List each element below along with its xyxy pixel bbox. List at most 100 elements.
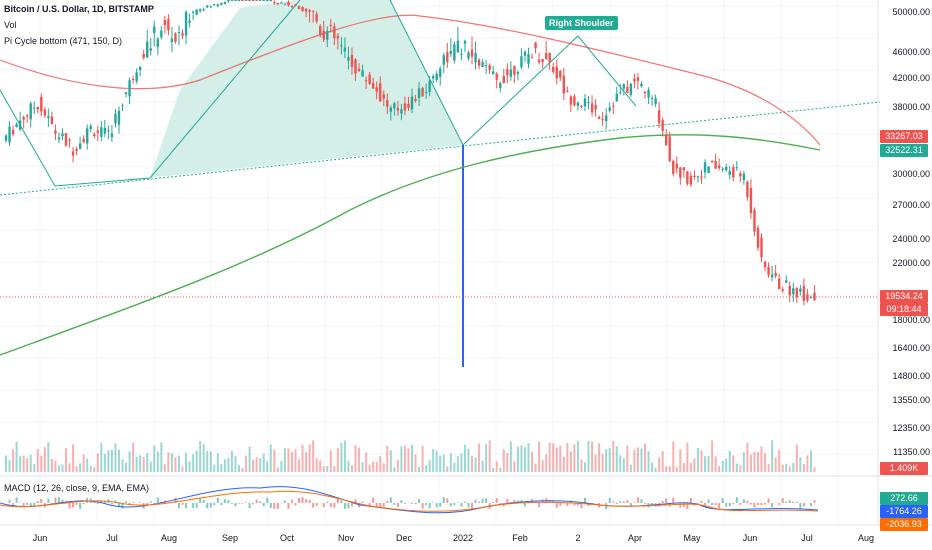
macd-histogram-bar	[245, 502, 248, 503]
x-tick-label: Oct	[279, 533, 295, 543]
y-tick-label: 24000.00	[892, 234, 930, 244]
macd-histogram-bar	[216, 497, 219, 503]
candle-body	[322, 30, 325, 40]
candle-body	[763, 261, 767, 268]
macd-histogram-bar	[96, 503, 99, 504]
volume-bar	[781, 464, 784, 472]
volume-bar	[548, 442, 551, 472]
macd-histogram-bar	[506, 498, 509, 503]
volume-bar	[513, 461, 516, 472]
neckline	[0, 101, 881, 196]
macd-histogram-bar	[103, 500, 106, 503]
volume-bar	[686, 442, 689, 472]
volume-bar	[153, 445, 156, 472]
candle-body	[650, 97, 654, 99]
volume-bar	[764, 453, 767, 472]
candle-body	[375, 87, 378, 92]
volume-bar	[65, 448, 68, 472]
volume-bar	[813, 467, 816, 472]
volume-bar	[255, 457, 258, 472]
macd-histogram-bar	[492, 502, 495, 503]
volume-bar	[672, 441, 675, 472]
candle-body	[643, 91, 647, 94]
volume-bar	[644, 443, 647, 472]
volume-bar	[795, 444, 798, 472]
y-tick-label: 22000.00	[892, 258, 930, 268]
macd-histogram-bar	[294, 503, 297, 506]
macd-histogram-bar	[379, 503, 382, 508]
macd-histogram-bar	[213, 503, 216, 506]
candle-body	[569, 96, 573, 105]
volume-bar	[185, 452, 188, 472]
macd-histogram-bar	[238, 503, 241, 504]
pi-cycle-ma-red	[0, 14, 821, 146]
macd-histogram-bar	[117, 503, 120, 508]
macd-histogram-bar	[523, 503, 526, 507]
candle-body	[68, 139, 71, 141]
candle-body	[717, 165, 721, 169]
candle-body	[64, 133, 68, 146]
candle-body	[509, 69, 513, 77]
volume-bar	[626, 445, 629, 472]
candle-body	[707, 166, 710, 174]
macd-histogram-bar	[788, 500, 791, 503]
macd-histogram-bar	[361, 501, 364, 503]
candle-body	[82, 138, 85, 143]
candle-body	[117, 110, 121, 125]
candle-body	[435, 73, 438, 80]
macd-histogram-bar	[266, 497, 269, 503]
volume-bar	[273, 449, 276, 472]
volume-bar	[665, 466, 668, 472]
macd-histogram-bar	[700, 500, 703, 503]
candle-body	[350, 54, 354, 67]
candle-body	[343, 47, 347, 52]
candle-body	[552, 66, 555, 72]
candle-body	[696, 176, 700, 178]
macd-histogram-bar	[799, 503, 802, 509]
macd-histogram-bar	[513, 499, 516, 503]
candle-body	[446, 52, 449, 63]
macd-histogram-bar	[40, 498, 43, 503]
candle-body	[71, 151, 75, 156]
macd-histogram-bar	[735, 497, 738, 503]
volume-bar	[280, 460, 283, 472]
macd-histogram-bar	[202, 499, 205, 503]
volume-bar	[598, 443, 601, 472]
volume-bar	[552, 443, 555, 472]
candle-body	[371, 83, 375, 89]
candle-body	[107, 130, 110, 132]
x-tick-label: May	[683, 533, 701, 543]
candle-body	[40, 97, 43, 112]
candle-body	[442, 55, 445, 65]
candle-body	[410, 96, 414, 110]
macd-histogram-bar	[100, 500, 103, 503]
candle-body	[626, 86, 629, 93]
x-tick-label: Jun	[32, 533, 48, 543]
candle-body	[283, 3, 287, 5]
volume-bar	[8, 460, 11, 472]
volume-bar	[446, 466, 449, 472]
volume-bar	[467, 448, 470, 472]
macd-histogram-bar	[209, 503, 212, 508]
volume-bar	[559, 445, 562, 472]
volume-bar	[396, 459, 399, 472]
candle-body	[523, 51, 527, 56]
candle-body	[311, 10, 315, 12]
candle-body	[654, 98, 657, 104]
x-tick-label: Jun	[742, 533, 758, 543]
candle-body	[721, 168, 724, 170]
volume-bar	[283, 448, 286, 472]
candle-body	[75, 148, 78, 151]
candle-body	[467, 52, 470, 59]
candle-body	[329, 24, 332, 26]
macd-histogram-bar	[82, 503, 85, 505]
volume-bar	[495, 461, 498, 472]
volume-bar	[601, 454, 604, 472]
volume-bar	[47, 442, 50, 472]
candle-body	[191, 11, 195, 13]
macd-histogram-bar	[54, 497, 57, 503]
macd-histogram-bar	[548, 499, 551, 503]
macd-histogram-bar	[555, 503, 558, 508]
volume-bar	[460, 453, 463, 472]
